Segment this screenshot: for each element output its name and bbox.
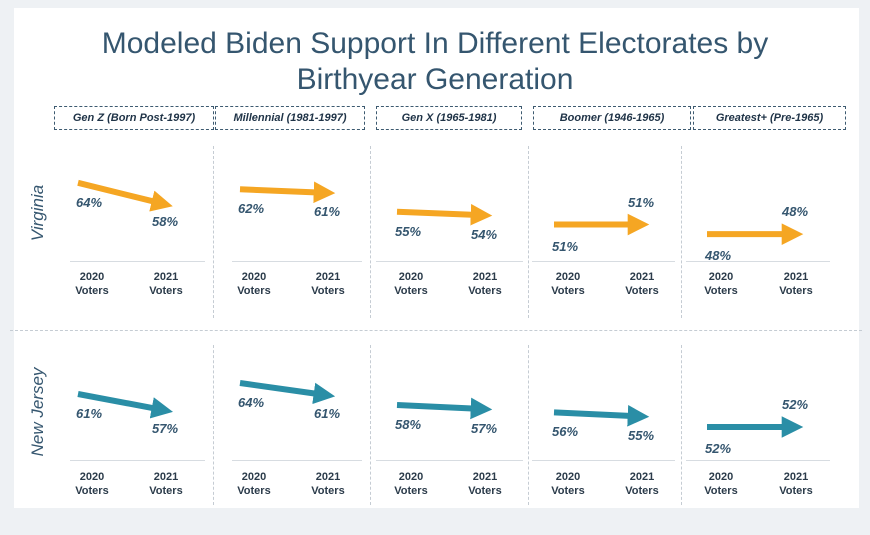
panel-baseline [532,460,675,461]
value-label-2020: 64% [76,194,103,210]
divider-v [681,345,682,505]
value-label-2020: 52% [705,441,732,456]
x-tick-label: 2021 Voters [468,471,502,497]
value-label-2021: 58% [152,214,179,230]
value-label-2021: 48% [782,204,809,220]
arrow-new-jersey-2 [396,397,493,420]
x-tick-label: 2021 Voters [625,471,659,497]
x-tick-label: 2021 Voters [311,471,345,497]
divider-h [10,330,862,331]
divider-v [528,146,529,318]
value-label-2020: 64% [238,395,265,410]
x-tick-label: 2020 Voters [704,471,738,497]
x-tick-label: 2021 Voters [149,271,183,297]
title-line-1: Modeled Biden Support In Different Elect… [101,27,769,60]
x-tick-label: 2021 Voters [625,271,659,297]
panel-baseline [686,261,830,262]
value-label-2021: 51% [628,194,655,210]
gen-label-genx: Gen X (1965-1981) [376,106,522,130]
gen-label-boomer: Boomer (1946-1965) [533,106,691,130]
panel-baseline [232,261,362,262]
panel-baseline [70,261,205,262]
value-label-2021: 57% [471,420,498,436]
x-tick-label: 2020 Voters [75,471,109,497]
arrow-virginia-0 [77,179,173,212]
gen-label-greatest: Greatest+ (Pre-1965) [693,106,846,130]
x-tick-label: 2020 Voters [704,271,738,297]
panel-baseline [686,460,830,461]
value-label-2020: 48% [705,248,732,264]
arrow-new-jersey-3 [553,405,650,427]
x-tick-label: 2021 Voters [779,471,813,497]
divider-v [213,345,214,505]
gen-label-millennial: Millennial (1981-1997) [215,106,365,130]
value-label-2021: 55% [628,428,655,443]
x-tick-label: 2020 Voters [394,271,428,297]
value-label-2020: 55% [395,223,422,239]
x-tick-label: 2020 Voters [237,271,271,297]
value-label-2020: 62% [238,201,265,217]
value-label-2021: 57% [152,420,179,436]
arrow-virginia-1 [239,181,336,204]
x-tick-label: 2021 Voters [149,471,183,497]
value-label-2020: 56% [552,424,579,440]
arrow-new-jersey-0 [77,391,173,419]
arrow-new-jersey-1 [239,380,336,405]
panel-baseline [376,261,523,262]
divider-v [213,146,214,318]
value-label-2021: 54% [471,226,498,242]
x-tick-label: 2021 Voters [468,271,502,297]
value-label-2021: 52% [782,397,809,412]
x-tick-label: 2020 Voters [551,271,585,297]
x-tick-label: 2020 Voters [394,471,428,497]
divider-v [681,146,682,318]
x-tick-label: 2020 Voters [75,271,109,297]
panel-baseline [70,460,205,461]
divider-v [528,345,529,505]
x-tick-label: 2021 Voters [311,271,345,297]
arrow-virginia-2 [396,203,493,226]
chart-title: Modeled Biden Support In Different Elect… [0,26,870,98]
value-label-2020: 58% [395,417,422,432]
x-tick-label: 2020 Voters [237,471,271,497]
value-label-2021: 61% [314,204,341,220]
title-line-2: Birthyear Generation [296,63,574,96]
divider-v [370,146,371,318]
x-tick-label: 2020 Voters [551,471,585,497]
x-tick-label: 2021 Voters [779,271,813,297]
panel-baseline [376,460,523,461]
gen-label-genz: Gen Z (Born Post-1997) [54,106,214,130]
panel-baseline [232,460,362,461]
value-label-2020: 51% [552,238,579,254]
value-label-2020: 61% [76,406,103,421]
value-label-2021: 61% [314,406,341,421]
panel-baseline [532,261,675,262]
divider-v [370,345,371,505]
